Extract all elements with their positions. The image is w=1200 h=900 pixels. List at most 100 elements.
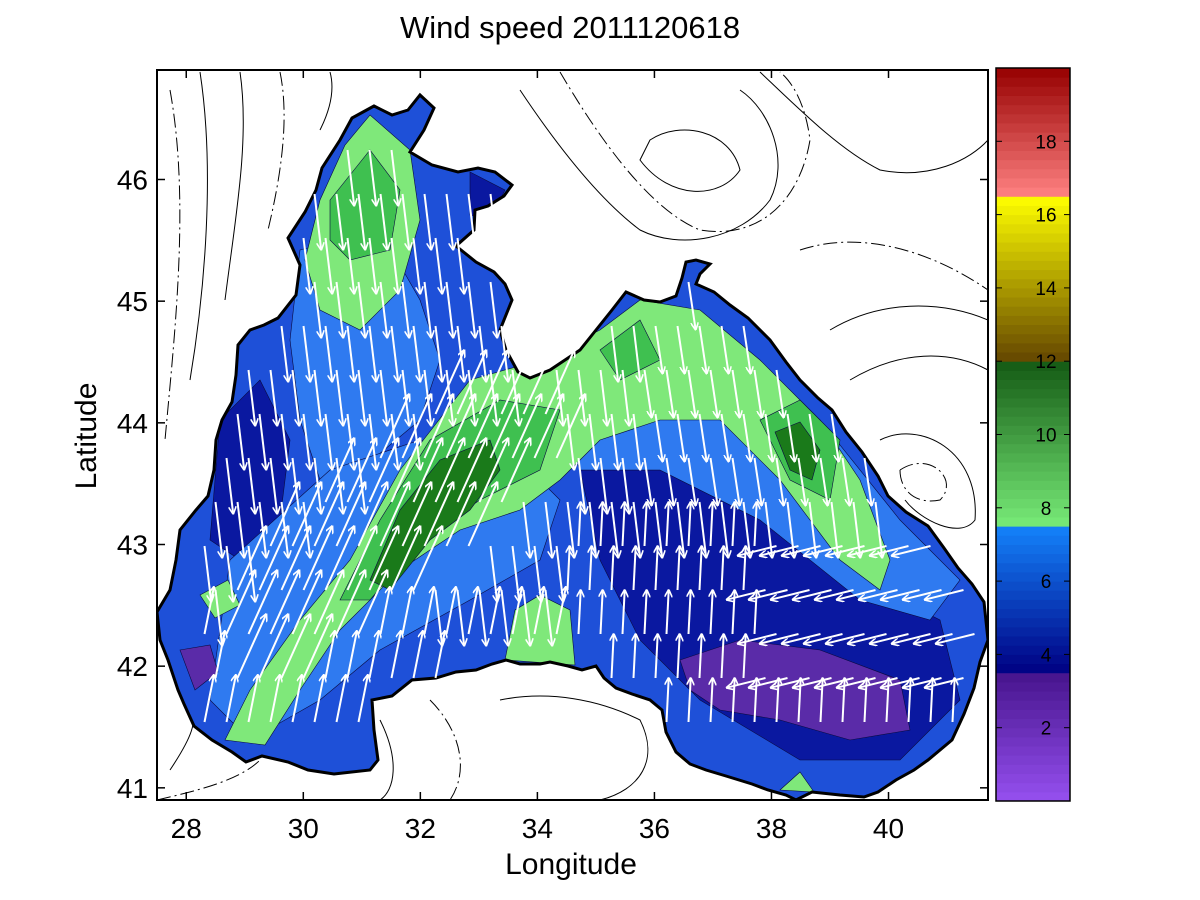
pressure-contour-line bbox=[164, 89, 181, 441]
pressure-contour-line bbox=[319, 71, 333, 131]
wind-arrow bbox=[689, 590, 691, 635]
wind-arrow bbox=[291, 369, 300, 426]
wind-arrow bbox=[709, 457, 718, 505]
colorbar-band bbox=[996, 764, 1070, 775]
colorbar-band bbox=[996, 581, 1070, 591]
wind-arrow bbox=[722, 546, 724, 591]
wind-arrow bbox=[689, 502, 691, 547]
colorbar-band bbox=[996, 122, 1070, 133]
wind-arrow bbox=[368, 438, 399, 503]
y-tick-label: 41 bbox=[117, 773, 148, 804]
wind-arrow bbox=[478, 438, 509, 503]
wind-arrow bbox=[335, 482, 366, 547]
wind-arrow bbox=[579, 590, 581, 635]
wind-arrow bbox=[623, 502, 625, 547]
colorbar-band bbox=[996, 278, 1070, 289]
wind-arrow bbox=[478, 350, 509, 415]
wind-arrow bbox=[302, 237, 311, 294]
wind-arrow bbox=[423, 394, 454, 459]
chart-title: Wind speed 2011120618 bbox=[399, 10, 741, 45]
wind-arrow bbox=[555, 587, 566, 635]
colorbar-band bbox=[996, 187, 1070, 197]
wind-arrow bbox=[456, 589, 465, 646]
wind-arrow bbox=[711, 502, 713, 547]
wind-arrow bbox=[634, 634, 636, 679]
wind-arrow bbox=[445, 394, 476, 459]
wind-arrow bbox=[700, 546, 702, 591]
wind-arrow bbox=[533, 394, 564, 459]
wind-arrow bbox=[632, 325, 641, 382]
wind-arrow bbox=[445, 193, 454, 250]
colorbar-band bbox=[996, 755, 1070, 765]
wind-arrow bbox=[903, 589, 942, 600]
wind-arrow bbox=[423, 281, 432, 338]
wind-arrow bbox=[555, 369, 564, 426]
wind-arrow bbox=[313, 570, 344, 635]
wind-arrow bbox=[313, 457, 322, 514]
colorbar-band bbox=[996, 553, 1070, 564]
wind-arrow bbox=[291, 482, 322, 547]
plot-area bbox=[156, 69, 989, 801]
y-tick-label: 45 bbox=[117, 286, 148, 317]
wind-arrow bbox=[401, 587, 412, 635]
wind-arrow bbox=[445, 587, 456, 635]
colorbar-band bbox=[996, 232, 1070, 243]
colorbar-band bbox=[996, 132, 1070, 142]
colorbar-tick-label: 4 bbox=[1041, 645, 1052, 666]
wind-arrow bbox=[423, 369, 432, 426]
wind-arrow bbox=[467, 369, 476, 426]
wind-arrow bbox=[313, 369, 322, 426]
wind-arrow bbox=[401, 482, 432, 547]
wind-arrow bbox=[291, 570, 322, 635]
colorbar-band bbox=[996, 691, 1070, 701]
wind-arrow bbox=[445, 369, 454, 426]
pressure-contour-line bbox=[429, 699, 461, 800]
wind-arrow bbox=[324, 438, 355, 503]
colorbar-band bbox=[996, 608, 1070, 619]
wind-arrow bbox=[302, 413, 311, 470]
wind-arrow bbox=[804, 633, 843, 644]
colorbar-band bbox=[996, 544, 1070, 555]
wind-arrow bbox=[654, 325, 663, 373]
wind-arrow bbox=[467, 482, 498, 547]
wind-arrow bbox=[621, 369, 630, 426]
colorbar-band bbox=[996, 700, 1070, 710]
wind-arrow bbox=[335, 281, 344, 338]
wind-arrow bbox=[623, 590, 625, 635]
colorbar-band bbox=[996, 205, 1070, 216]
colorbar-tick-label: 8 bbox=[1041, 499, 1052, 520]
pressure-contour-line bbox=[519, 89, 779, 241]
x-tick-label: 34 bbox=[522, 813, 553, 844]
wind-arrow bbox=[804, 545, 843, 556]
wind-arrow bbox=[214, 501, 223, 558]
wind-arrow bbox=[368, 631, 379, 679]
wind-arrow bbox=[544, 501, 553, 558]
wind-arrow bbox=[760, 633, 799, 644]
south-west-purple-calm bbox=[179, 644, 219, 691]
wind-arrow bbox=[280, 614, 311, 679]
x-axis-label: Longitude bbox=[505, 848, 637, 881]
y-tick-label: 42 bbox=[117, 651, 148, 682]
wind-arrow bbox=[815, 589, 854, 600]
colorbar-band bbox=[996, 159, 1070, 170]
colorbar-band bbox=[996, 361, 1070, 371]
wind-arrow bbox=[280, 526, 311, 591]
wind-arrow bbox=[401, 193, 410, 250]
x-tick-label: 32 bbox=[405, 813, 436, 844]
wind-arrow bbox=[632, 413, 641, 470]
wind-arrow bbox=[601, 590, 603, 635]
wind-arrow bbox=[302, 501, 311, 558]
wind-arrow bbox=[456, 438, 487, 503]
colorbar-band bbox=[996, 297, 1070, 307]
wind-arrow bbox=[247, 570, 278, 635]
wind-arrow bbox=[335, 675, 346, 723]
y-tick-label: 44 bbox=[117, 408, 148, 439]
colorbar-band bbox=[996, 95, 1070, 106]
wind-arrow bbox=[324, 631, 335, 679]
wind-arrow bbox=[324, 526, 355, 591]
colorbar-band bbox=[996, 709, 1070, 720]
wind-arrow bbox=[588, 413, 597, 470]
wind-arrow bbox=[489, 281, 498, 338]
wind-arrow bbox=[368, 149, 377, 206]
wind-arrow bbox=[687, 457, 696, 505]
